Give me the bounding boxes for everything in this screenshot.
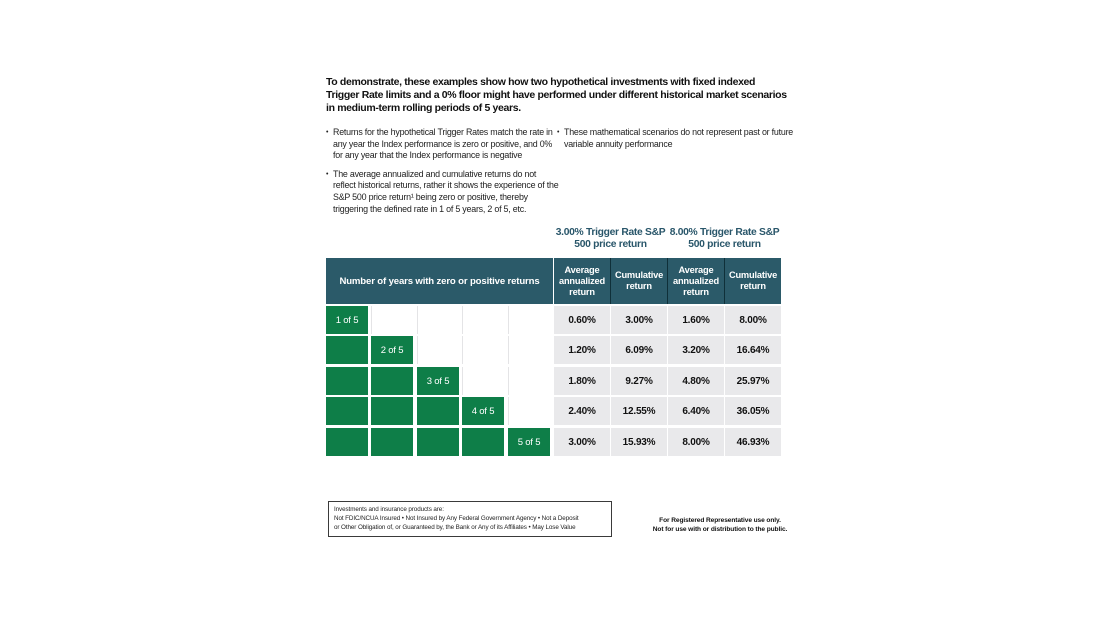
value-cell: 12.55% <box>611 397 667 425</box>
value-cell: 25.97% <box>725 367 781 395</box>
bullet-item: • Returns for the hypothetical Trigger R… <box>326 127 560 162</box>
value-cell: 46.93% <box>725 428 781 456</box>
value-cell: 16.64% <box>725 336 781 364</box>
stair-cell-empty <box>508 336 550 364</box>
value-cell: 6.40% <box>668 397 724 425</box>
value-cell: 4.80% <box>668 367 724 395</box>
column-header: Average annualized return <box>668 258 724 304</box>
row-label: 1 of 5 <box>335 314 359 326</box>
table-header-value-columns: Average annualized return Cumulative ret… <box>554 258 781 304</box>
stair-cell-filled <box>371 428 413 456</box>
column-header: Cumulative return <box>611 258 667 304</box>
stair-cell-filled <box>371 367 413 395</box>
bullet-list-left: • Returns for the hypothetical Trigger R… <box>326 127 560 222</box>
rep-notice-line: For Registered Representative use only. <box>659 517 781 524</box>
stair-cell-empty <box>508 367 550 395</box>
table-row: 3 of 5 1.80% 9.27% 4.80% 25.97% <box>0 367 1110 395</box>
value-cell: 3.00% <box>611 306 667 334</box>
value-cell: 1.60% <box>668 306 724 334</box>
column-header: Average annualized return <box>554 258 610 304</box>
value-cell: 36.05% <box>725 397 781 425</box>
bullet-item: • These mathematical scenarios do not re… <box>557 127 795 150</box>
bullet-list-right: • These mathematical scenarios do not re… <box>557 127 795 157</box>
stair-cell-empty <box>508 306 550 334</box>
intro-heading: To demonstrate, these examples show how … <box>326 76 787 114</box>
stair-cell-filled <box>326 336 368 364</box>
stair-cell-filled <box>462 428 504 456</box>
rep-notice-line: Not for use with or distribution to the … <box>652 526 788 533</box>
table-row: 1 of 5 0.60% 3.00% 1.60% 8.00% <box>0 306 1110 334</box>
bullet-text: Returns for the hypothetical Trigger Rat… <box>333 127 553 161</box>
value-cell: 1.80% <box>554 367 610 395</box>
value-cell: 8.00% <box>725 306 781 334</box>
disclosure-line: or Other Obligation of, or Guaranteed by… <box>334 524 576 532</box>
group-header-3pct: 3.00% Trigger Rate S&P 500 price return <box>555 227 666 251</box>
table-row: 2 of 5 1.20% 6.09% 3.20% 16.64% <box>0 336 1110 364</box>
value-cell: 9.27% <box>611 367 667 395</box>
value-cell: 6.09% <box>611 336 667 364</box>
row-label: 3 of 5 <box>426 375 450 387</box>
bullet-text: These mathematical scenarios do not repr… <box>564 127 794 149</box>
insurance-disclosure-box: Investments and insurance products are: … <box>328 501 612 537</box>
stair-cell-filled <box>371 397 413 425</box>
value-cell: 1.20% <box>554 336 610 364</box>
table-row: 4 of 5 2.40% 12.55% 6.40% 36.05% <box>0 397 1110 425</box>
stair-cell-filled: 2 of 5 <box>371 336 413 364</box>
value-cell: 2.40% <box>554 397 610 425</box>
value-cell: 8.00% <box>668 428 724 456</box>
disclosure-line: Not FDIC/NCUA Insured • Not Insured by A… <box>334 515 579 523</box>
row-label: 4 of 5 <box>471 405 495 417</box>
stair-cell-filled: 5 of 5 <box>508 428 550 456</box>
stair-cell-empty <box>371 306 413 334</box>
stair-cell-empty <box>417 336 459 364</box>
stair-cell-filled <box>326 428 368 456</box>
stair-cell-empty <box>462 336 504 364</box>
registered-representative-notice: For Registered Representative use only. … <box>640 516 800 534</box>
stair-cell-filled <box>326 367 368 395</box>
row-label: 5 of 5 <box>517 436 541 448</box>
row-label: 2 of 5 <box>380 344 404 356</box>
value-cell: 0.60% <box>554 306 610 334</box>
stair-cell-empty <box>462 306 504 334</box>
bullet-item: • The average annualized and cumulative … <box>326 169 560 215</box>
group-header-8pct: 8.00% Trigger Rate S&P 500 price return <box>669 227 780 251</box>
stair-cell-filled: 3 of 5 <box>417 367 459 395</box>
stair-cell-filled <box>417 428 459 456</box>
bullet-icon: • <box>557 129 560 136</box>
stair-cell-empty <box>462 367 504 395</box>
bullet-icon: • <box>326 170 329 178</box>
disclosure-line: Investments and insurance products are: <box>334 506 444 513</box>
stair-cell-filled <box>417 397 459 425</box>
stair-cell-empty <box>417 306 459 334</box>
stair-cell-filled: 1 of 5 <box>326 306 368 334</box>
bullet-text: The average annualized and cumulative re… <box>333 168 559 214</box>
value-cell: 3.00% <box>554 428 610 456</box>
stair-cell-empty <box>508 397 550 425</box>
value-cell: 3.20% <box>668 336 724 364</box>
column-header: Cumulative return <box>725 258 781 304</box>
stair-cell-filled <box>326 397 368 425</box>
stair-cell-filled: 4 of 5 <box>462 397 504 425</box>
value-cell: 15.93% <box>611 428 667 456</box>
table-row: 5 of 5 3.00% 15.93% 8.00% 46.93% <box>0 428 1110 456</box>
table-header-row-label: Number of years with zero or positive re… <box>326 258 553 304</box>
bullet-icon: • <box>326 129 329 136</box>
